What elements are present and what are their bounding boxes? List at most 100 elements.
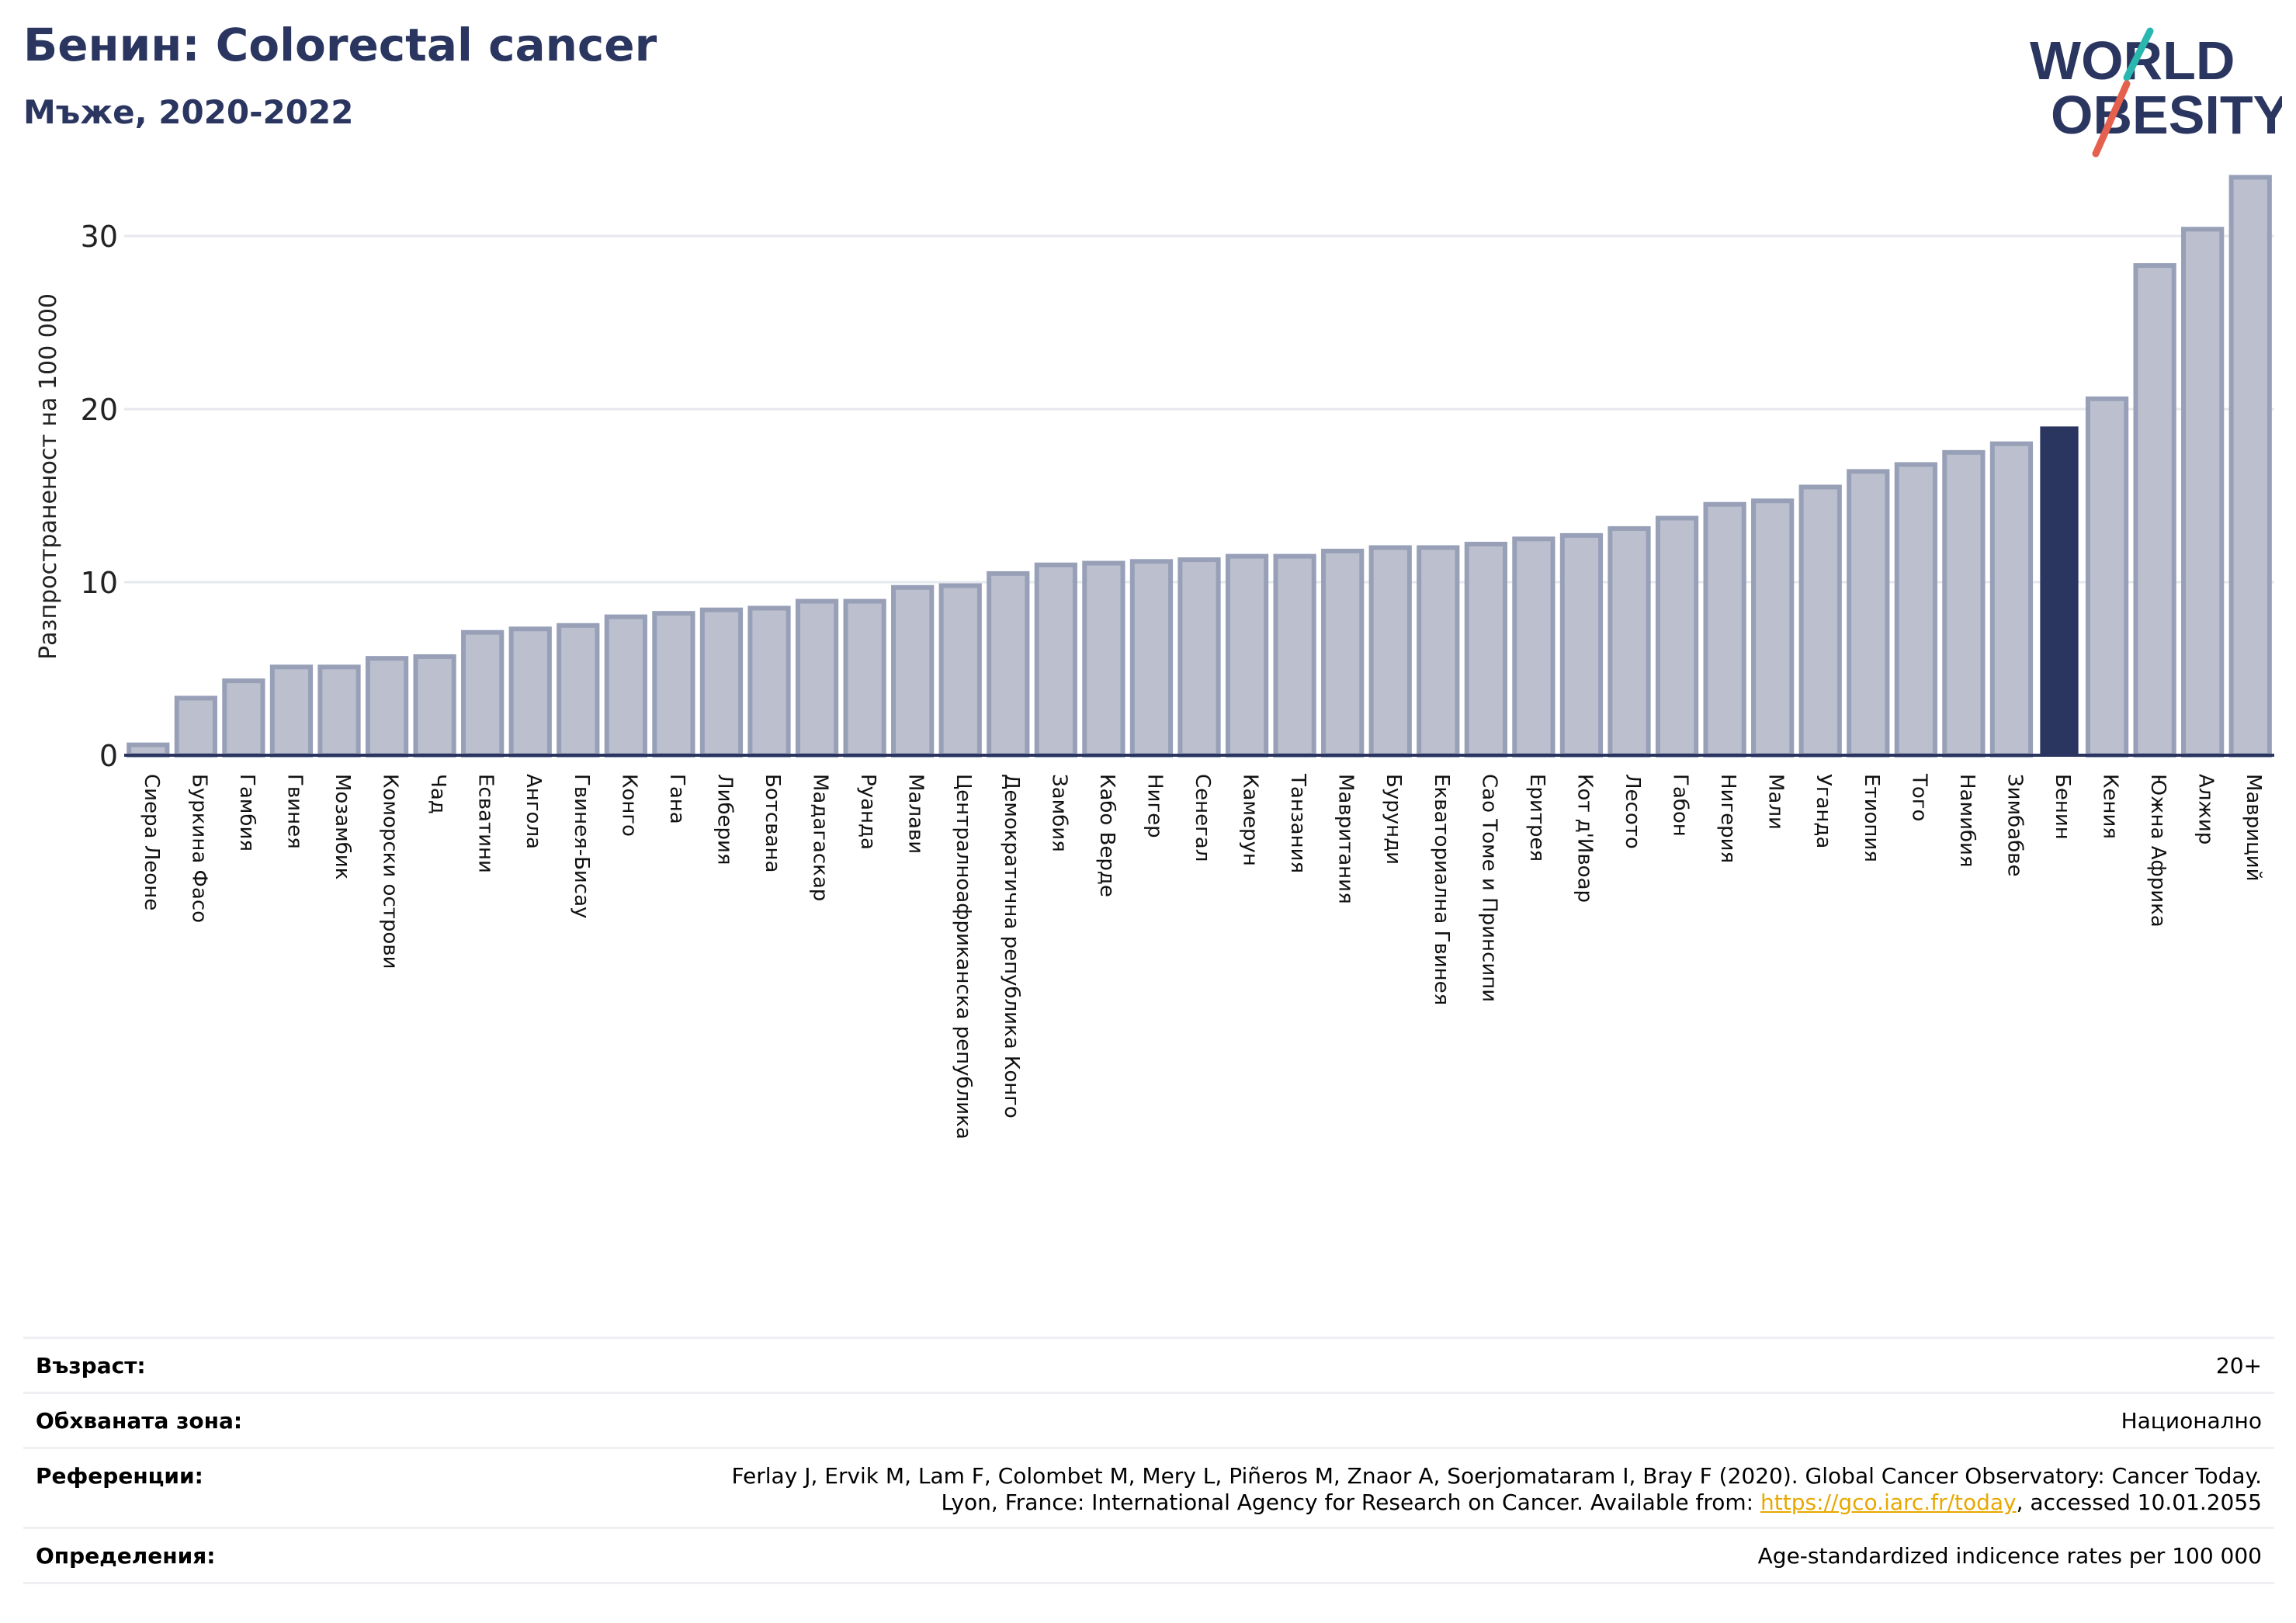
references-suffix: , accessed 10.01.2055 (2016, 1489, 2262, 1515)
bar (795, 598, 839, 758)
x-tick-label: Ботсвана (761, 774, 784, 872)
x-tick-label: Намибия (1955, 774, 1979, 868)
bar (652, 611, 695, 758)
info-row-coverage: Обхваната зона: Национално (23, 1392, 2274, 1447)
world-obesity-logo: WORLD OBESITY (2030, 27, 2282, 158)
bar (1942, 449, 1986, 758)
bar (1177, 557, 1221, 758)
logo-slash-teal (2123, 27, 2154, 81)
bar (2133, 263, 2176, 758)
bar (1129, 559, 1174, 758)
bar (317, 664, 361, 758)
x-tick-label: Камерун (1239, 774, 1262, 866)
x-tick-label: Кения (2099, 774, 2122, 839)
bar-chart: 0 10 20 30 Разпространеност на 100 000 Сиера … (35, 175, 2274, 1139)
x-tick-label: Сенегал (1191, 774, 1214, 862)
bar (1225, 553, 1269, 758)
x-tick-label: Конго (617, 774, 640, 837)
x-tick-label: Сао Томе и Принсипи (1477, 774, 1500, 1002)
references-value: Ferlay J, Ervik M, Lam F, Colombet M, Me… (731, 1463, 2262, 1516)
x-tick-label: Кабо Верде (1095, 774, 1119, 897)
age-value: 20+ (2215, 1353, 2262, 1379)
bar (1321, 548, 1365, 758)
bar (269, 664, 314, 758)
references-label: Референции: (36, 1463, 203, 1489)
x-tick-label: Танзания (1286, 773, 1309, 873)
info-row-definitions: Определения: Age-standardized indicence … (23, 1527, 2274, 1584)
references-link[interactable]: https://gco.iarc.fr/today (1760, 1489, 2017, 1515)
bar (1034, 562, 1077, 758)
x-tick-label: Уганда (1812, 774, 1835, 848)
x-tick-label: Бенин (2051, 774, 2074, 840)
x-tick-label: Централноафриканска република (952, 774, 975, 1139)
bar (2085, 396, 2129, 758)
x-tick-label: Бурунди (1382, 774, 1405, 865)
bar (174, 695, 217, 758)
x-tick-label: Нигер (1143, 774, 1166, 838)
bar (1273, 553, 1316, 758)
bar (1464, 542, 1507, 758)
x-tick-label: Есватини (474, 774, 498, 873)
x-tick-label: Мавритания (1334, 774, 1358, 904)
x-tick-label: Зимбабве (2003, 774, 2026, 877)
x-tick-label: Буркина Фасо (187, 774, 210, 923)
bar-highlighted (2040, 426, 2079, 755)
bar (938, 583, 982, 758)
bar (2181, 227, 2225, 758)
bar (127, 742, 170, 758)
x-tick-label: Демократична република Конго (1000, 774, 1023, 1118)
references-prefix: Lyon, France: International Agency for R… (941, 1489, 1760, 1515)
x-tick-label: Лесото (1621, 774, 1644, 849)
x-tick-label: Етиопия (1860, 774, 1883, 862)
x-tick-label: Еритрея (1525, 774, 1549, 862)
bar (747, 605, 791, 758)
bar (843, 598, 886, 758)
bar (1559, 532, 1604, 758)
x-tick-label: Мали (1764, 774, 1788, 830)
x-tick-label: Кот д'Ивоар (1573, 774, 1596, 903)
bar (365, 656, 409, 758)
bar (699, 607, 744, 758)
y-tick-label: 0 (99, 739, 118, 773)
x-tick-label: Коморски острови (379, 774, 402, 969)
x-tick-label: Екваториална Гвинея (1430, 774, 1453, 1005)
chart-subtitle: Мъже, 2020-2022 (23, 93, 354, 131)
y-tick-label: 30 (81, 220, 118, 254)
bar (1798, 484, 1842, 758)
x-tick-label: Гвинея (283, 774, 306, 849)
info-row-age: Възраст: 20+ (23, 1337, 2274, 1392)
x-tick-label: Гана (665, 774, 688, 824)
y-tick-label: 20 (81, 393, 118, 427)
definitions-label: Определения: (36, 1543, 216, 1569)
x-tick-label: Ангола (522, 774, 545, 849)
bar (987, 570, 1030, 758)
x-tick-label: Руанда (856, 774, 879, 850)
bar (1751, 498, 1795, 758)
x-tick-label: Гвинея-Бисау (570, 774, 593, 918)
bar (1894, 462, 1937, 758)
bar (508, 626, 552, 758)
bar (604, 614, 647, 758)
coverage-label: Обхваната зона: (36, 1408, 243, 1434)
y-tick-label: 10 (81, 566, 118, 600)
bar (2228, 175, 2272, 758)
x-tick-label: Мадагаскар (809, 774, 832, 901)
references-line-1: Ferlay J, Ervik M, Lam F, Colombet M, Me… (731, 1463, 2262, 1489)
logo-text-obesity: OBESITY (2051, 85, 2282, 145)
bar (1608, 525, 1651, 758)
x-tick-label: Мозамбик (331, 774, 354, 879)
bar (1703, 501, 1746, 758)
x-tick-label: Нигерия (1716, 774, 1739, 863)
age-label: Възраст: (36, 1353, 146, 1379)
logo-slash-red (2092, 80, 2131, 158)
info-row-references: Референции: Ferlay J, Ervik M, Lam F, Co… (23, 1447, 2274, 1527)
x-tick-label: Чад (426, 774, 449, 814)
x-tick-label: Малави (904, 774, 928, 854)
x-tick-label: Мавриций (2242, 774, 2265, 882)
bar (413, 654, 456, 758)
bar (1847, 469, 1890, 758)
x-tick-label: Либерия (713, 774, 736, 865)
bar (891, 584, 935, 758)
x-tick-label: Габон (1669, 774, 1692, 837)
definitions-value: Age-standardized indicence rates per 100… (1757, 1543, 2262, 1569)
